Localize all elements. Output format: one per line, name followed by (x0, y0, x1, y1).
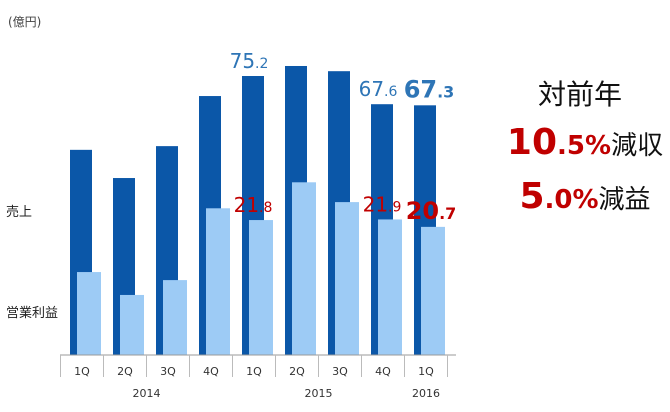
x-tick-label: 4Q (203, 365, 219, 378)
x-tick-label: 2Q (289, 365, 305, 378)
data-label: 67.3 (404, 75, 455, 103)
data-label: 20.7 (406, 197, 457, 225)
bar (421, 226, 445, 355)
data-label: 21.8 (234, 193, 273, 217)
year-label: 2014 (133, 387, 161, 400)
bar (77, 272, 101, 355)
x-tick-label: 4Q (375, 365, 391, 378)
data-label: 21.9 (363, 192, 402, 216)
bar (120, 294, 144, 355)
year-label: 2016 (412, 387, 440, 400)
x-tick-label: 3Q (332, 365, 348, 378)
comparison-text: 減収 (611, 131, 663, 161)
unit-label: (億円) (8, 15, 41, 29)
year-label: 2015 (305, 387, 333, 400)
legend-label: 営業利益 (6, 305, 58, 321)
comparison-text: 減益 (599, 185, 651, 215)
x-tick-label: 1Q (246, 365, 262, 378)
comparison-figure: 10.5% (507, 122, 611, 163)
x-tick-label: 1Q (418, 365, 434, 378)
comparison-title: 対前年 (538, 78, 622, 111)
x-tick-label: 3Q (160, 365, 176, 378)
bar (249, 220, 273, 355)
x-tick-label: 2Q (117, 365, 133, 378)
x-tick-label: 1Q (74, 365, 90, 378)
bar (163, 280, 187, 355)
bar (206, 208, 230, 355)
bar (335, 202, 359, 355)
data-label: 75.2 (230, 49, 269, 73)
bar (378, 219, 402, 355)
comparison-figure: 5.0% (519, 176, 598, 217)
data-label: 67.6 (359, 77, 398, 101)
legend-label: 売上 (6, 204, 32, 220)
bar (292, 182, 316, 355)
comparison: 10.5%減収 (507, 122, 663, 163)
comparison: 5.0%減益 (519, 176, 650, 217)
